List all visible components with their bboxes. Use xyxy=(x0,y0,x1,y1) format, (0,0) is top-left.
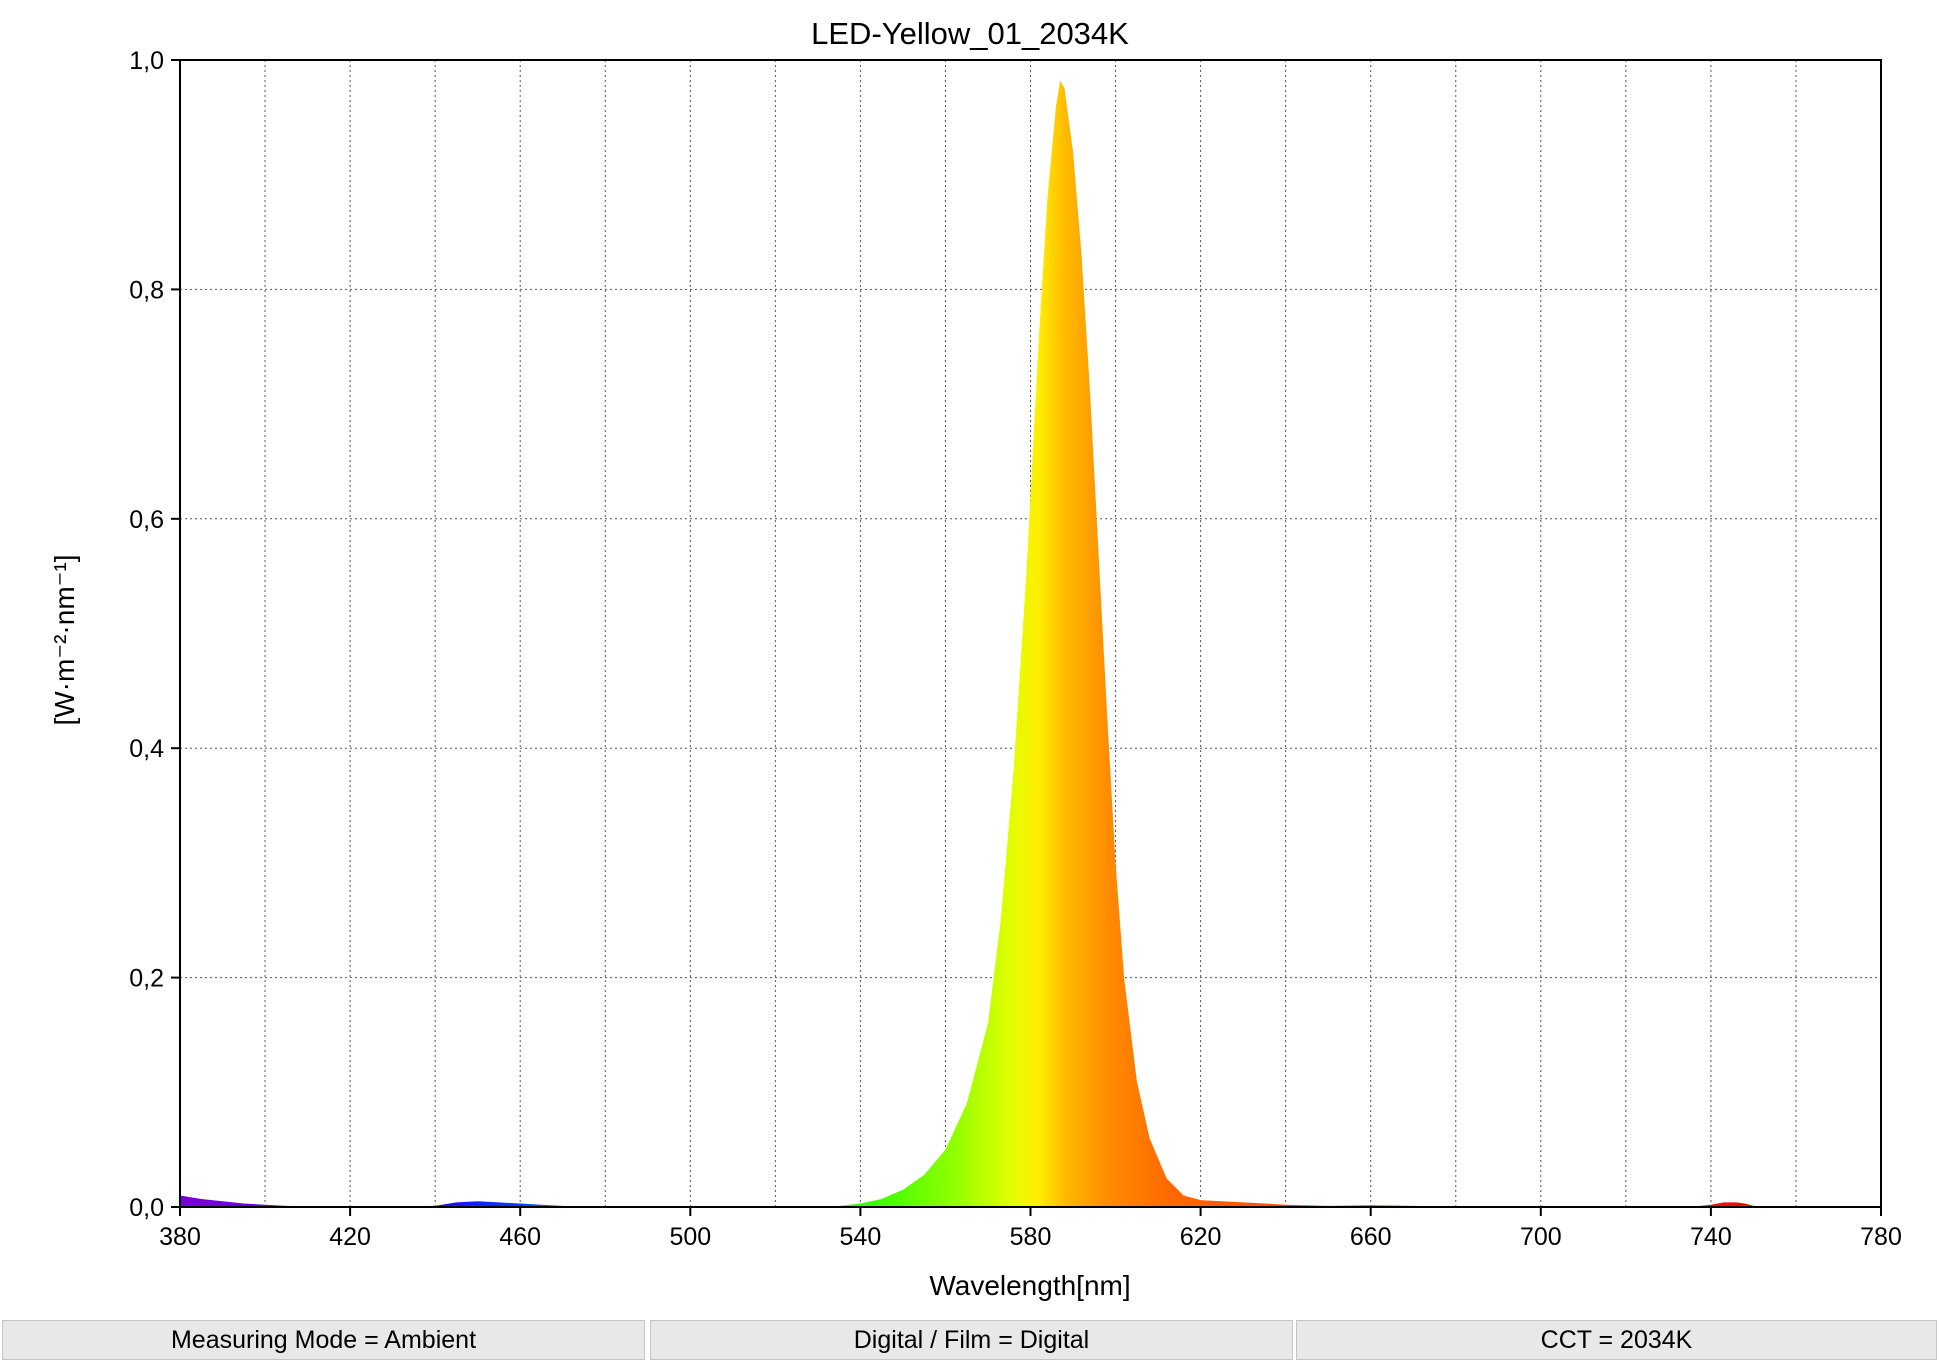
spectrum-chart: LED-Yellow_01_2034K 380 420 460 500 540 580 62… xyxy=(49,16,1902,1301)
y-tick-label: 0,0 xyxy=(129,1194,164,1222)
x-tick-label: 420 xyxy=(329,1223,371,1251)
y-axis-label: [W·m⁻²·nm⁻¹] xyxy=(49,554,80,725)
x-tick-label: 580 xyxy=(1010,1223,1052,1251)
measuring-mode-status: Measuring Mode = Ambient xyxy=(2,1320,645,1360)
y-tick-label: 0,6 xyxy=(129,506,164,534)
x-axis-label: Wavelength[nm] xyxy=(929,1270,1130,1301)
x-tick-label: 500 xyxy=(669,1223,711,1251)
x-tick-label: 460 xyxy=(499,1223,541,1251)
status-bar: Measuring Mode = Ambient Digital / Film … xyxy=(0,1316,1940,1366)
x-tick-label: 540 xyxy=(840,1223,882,1251)
x-tick-label: 700 xyxy=(1520,1223,1562,1251)
x-tick-label: 740 xyxy=(1690,1223,1732,1251)
spectrum-area xyxy=(180,80,1881,1207)
cct-status: CCT = 2034K xyxy=(1296,1320,1937,1360)
y-tick-label: 0,8 xyxy=(129,276,164,304)
digital-film-status: Digital / Film = Digital xyxy=(650,1320,1293,1360)
x-tick-label: 780 xyxy=(1860,1223,1902,1251)
axis-ticks: 380 420 460 500 540 580 620 660 700 740 780 0,0 0,2 0… xyxy=(129,47,1902,1251)
x-tick-label: 380 xyxy=(159,1223,201,1251)
y-tick-label: 0,4 xyxy=(129,735,164,763)
x-tick-label: 660 xyxy=(1350,1223,1392,1251)
x-tick-label: 620 xyxy=(1180,1223,1222,1251)
y-tick-label: 1,0 xyxy=(129,47,164,75)
series-layer xyxy=(180,80,1881,1207)
chart-title: LED-Yellow_01_2034K xyxy=(811,16,1129,51)
y-tick-label: 0,2 xyxy=(129,965,164,993)
